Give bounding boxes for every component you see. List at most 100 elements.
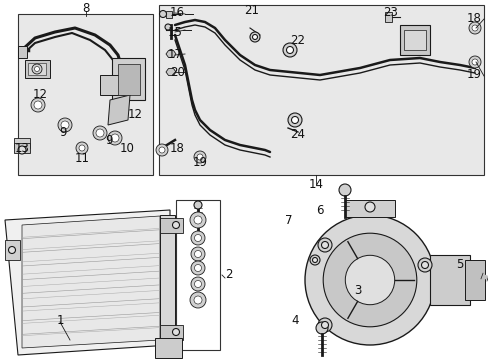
Circle shape <box>249 32 260 42</box>
Circle shape <box>194 151 205 163</box>
Circle shape <box>111 134 119 142</box>
Circle shape <box>194 201 202 209</box>
Text: 9: 9 <box>59 126 67 139</box>
Circle shape <box>321 321 328 328</box>
Circle shape <box>156 144 168 156</box>
Text: 10: 10 <box>120 141 135 154</box>
Circle shape <box>323 233 416 327</box>
Circle shape <box>159 10 166 18</box>
Bar <box>155 338 182 358</box>
Text: 11: 11 <box>74 152 89 165</box>
Circle shape <box>197 154 203 160</box>
Circle shape <box>291 117 298 123</box>
Circle shape <box>317 238 331 252</box>
Text: 23: 23 <box>382 6 397 19</box>
Bar <box>165 11 172 18</box>
Polygon shape <box>22 216 160 348</box>
Circle shape <box>471 59 477 65</box>
Circle shape <box>338 184 350 196</box>
Circle shape <box>194 265 201 271</box>
Text: 19: 19 <box>192 157 207 170</box>
Bar <box>100 75 130 95</box>
Circle shape <box>190 212 205 228</box>
Circle shape <box>194 234 201 242</box>
Text: 15: 15 <box>168 26 183 39</box>
Text: 6: 6 <box>316 203 323 216</box>
Circle shape <box>191 247 204 261</box>
Circle shape <box>345 255 394 305</box>
Text: 3: 3 <box>354 284 361 297</box>
Text: 12: 12 <box>32 89 47 102</box>
Bar <box>345 200 394 217</box>
Text: 9: 9 <box>105 134 112 147</box>
Polygon shape <box>108 95 130 125</box>
Text: 16: 16 <box>170 6 184 19</box>
Circle shape <box>417 258 431 272</box>
Circle shape <box>364 202 374 212</box>
Bar <box>18 46 27 58</box>
Bar <box>464 260 484 300</box>
Bar <box>14 143 30 153</box>
Text: 8: 8 <box>82 3 89 15</box>
Bar <box>429 255 469 305</box>
Text: 24: 24 <box>289 129 305 141</box>
Bar <box>25 60 50 78</box>
Text: 22: 22 <box>289 33 305 46</box>
Polygon shape <box>165 50 176 58</box>
Circle shape <box>190 292 205 308</box>
Bar <box>118 64 140 95</box>
Circle shape <box>31 98 45 112</box>
Circle shape <box>194 251 201 257</box>
Bar <box>176 200 220 350</box>
Circle shape <box>287 113 302 127</box>
Bar <box>159 5 483 175</box>
Circle shape <box>172 328 179 336</box>
Circle shape <box>35 67 40 72</box>
Circle shape <box>18 146 26 154</box>
Polygon shape <box>5 210 170 355</box>
Circle shape <box>79 145 85 151</box>
Circle shape <box>468 22 480 34</box>
Bar <box>160 215 175 345</box>
Circle shape <box>191 231 204 245</box>
Circle shape <box>93 126 107 140</box>
Circle shape <box>312 257 317 262</box>
Circle shape <box>76 142 88 154</box>
Bar <box>14 138 30 148</box>
Bar <box>403 30 425 50</box>
Circle shape <box>421 261 427 269</box>
Text: 14: 14 <box>308 179 323 192</box>
Text: 4: 4 <box>291 314 298 327</box>
Text: 1: 1 <box>56 314 63 327</box>
Text: 18: 18 <box>170 141 184 154</box>
Circle shape <box>108 131 122 145</box>
Circle shape <box>32 64 42 74</box>
Circle shape <box>58 118 72 132</box>
Text: 17: 17 <box>168 49 183 62</box>
Polygon shape <box>165 68 176 76</box>
Circle shape <box>252 35 257 40</box>
Text: 20: 20 <box>170 66 184 78</box>
Circle shape <box>172 221 179 229</box>
Bar <box>160 325 183 340</box>
Bar <box>5 240 20 260</box>
Circle shape <box>309 255 319 265</box>
Bar <box>28 63 46 75</box>
Text: 13: 13 <box>15 141 29 154</box>
Circle shape <box>468 56 480 68</box>
Circle shape <box>283 43 296 57</box>
Circle shape <box>315 322 327 334</box>
Bar <box>399 25 429 55</box>
Text: 5: 5 <box>455 258 463 271</box>
Text: 12: 12 <box>128 108 142 122</box>
Text: 2: 2 <box>224 269 232 282</box>
Circle shape <box>286 46 293 54</box>
Text: 19: 19 <box>466 68 481 81</box>
Circle shape <box>317 318 331 332</box>
Circle shape <box>191 261 204 275</box>
Circle shape <box>96 129 104 137</box>
Bar <box>160 218 183 233</box>
Circle shape <box>321 242 328 248</box>
Bar <box>18 14 153 175</box>
Text: 21: 21 <box>244 4 259 17</box>
